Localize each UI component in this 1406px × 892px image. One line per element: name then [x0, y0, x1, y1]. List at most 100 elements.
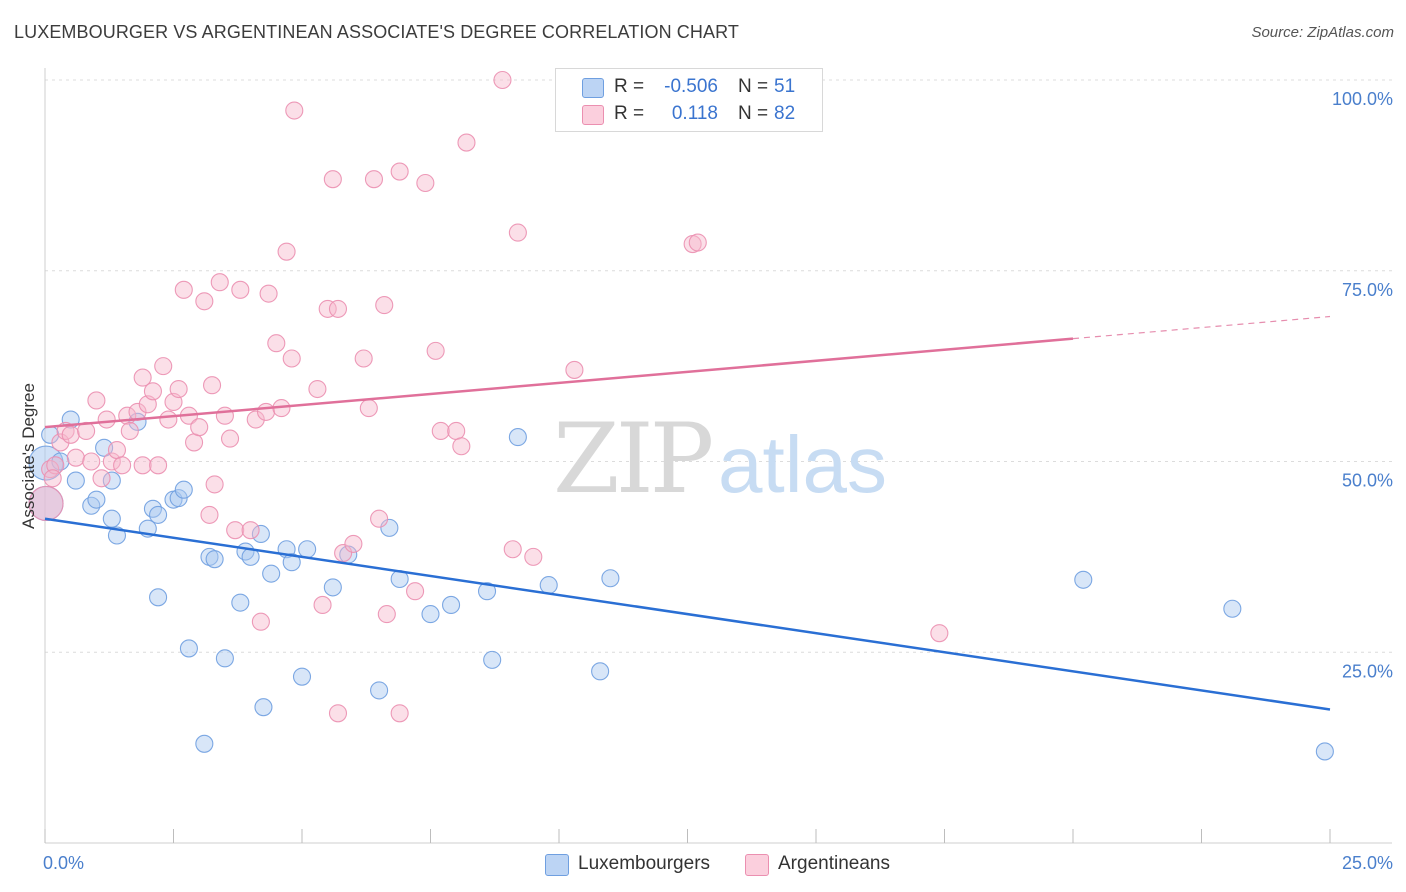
argentinean-point — [113, 456, 132, 475]
chart-title: LUXEMBOURGER VS ARGENTINEAN ASSOCIATE'S … — [14, 22, 739, 42]
argentinean-point — [82, 452, 101, 471]
legend-swatch-blue — [582, 78, 604, 98]
luxembourger-point — [254, 698, 273, 717]
stats-legend: R = -0.506 N = 51 R = 0.118 N = 82 — [555, 68, 823, 132]
argentinean-point — [87, 391, 106, 410]
luxembourger-point — [442, 595, 461, 614]
argentinean-point — [503, 540, 522, 559]
argentinean-point — [431, 421, 450, 441]
luxembourger-point — [128, 412, 147, 431]
luxembourger-point — [179, 639, 198, 658]
argentinean-point — [159, 410, 178, 429]
argentinean-point — [344, 534, 363, 553]
argentinean-point — [277, 242, 296, 261]
argentinean-point — [231, 280, 250, 299]
argentinean-point — [210, 273, 229, 292]
legend-swatch-blue — [545, 854, 569, 876]
legend-row-luxembourgers: R = -0.506 N = 51 — [556, 74, 822, 100]
luxembourger-point — [323, 578, 342, 597]
y-tick-label: 75.0% — [1342, 280, 1393, 300]
luxembourger-point — [292, 667, 312, 686]
legend-swatch-pink — [582, 105, 604, 125]
argentinean-point — [28, 485, 64, 522]
argentinean-point — [416, 173, 435, 193]
argentinean-point — [241, 521, 260, 540]
legend-n-value: 82 — [774, 103, 796, 124]
legend-label: Luxembourgers — [578, 853, 711, 874]
luxembourger-point — [195, 734, 214, 753]
luxembourger-point — [508, 428, 527, 447]
argentinean-trend-line-dashed — [1072, 315, 1331, 340]
argentinean-point — [143, 382, 162, 401]
argentinean-point — [97, 410, 116, 429]
argentinean-point — [43, 469, 62, 488]
argentinean-point — [185, 433, 204, 452]
argentinean-point — [267, 334, 286, 353]
luxembourger-point — [87, 490, 106, 509]
argentinean-point — [66, 448, 85, 467]
argentinean-point — [203, 376, 222, 395]
luxembourger-point — [380, 518, 399, 537]
argentinean-point — [308, 379, 327, 399]
argentinean-point — [154, 357, 173, 376]
y-axis-label: Associate's Degree — [19, 383, 38, 529]
argentinean-point — [195, 292, 214, 311]
argentinean-point — [205, 475, 224, 494]
legend-n-label: N = — [738, 76, 769, 97]
argentinean-point — [354, 349, 373, 368]
argentinean-point — [328, 299, 348, 318]
luxembourger-point — [262, 564, 281, 583]
argentinean-point — [285, 101, 304, 120]
argentinean-point — [61, 425, 80, 444]
argentinean-point — [102, 452, 121, 471]
argentinean-point — [375, 296, 394, 315]
legend-n-value: 51 — [774, 76, 796, 97]
argentinean-point — [149, 456, 168, 475]
argentinean-point — [133, 456, 152, 475]
legend-r-value: -0.506 — [664, 76, 718, 97]
legend-row-argentineans: R = 0.118 N = 82 — [556, 101, 822, 127]
source-credit: Source: ZipAtlas.com — [1251, 24, 1394, 41]
legend-label: Argentineans — [778, 853, 890, 874]
argentinean-point — [92, 469, 111, 488]
argentinean-point — [493, 70, 512, 90]
argentinean-trend-line — [44, 337, 1074, 429]
luxembourger-point — [483, 650, 502, 669]
x-tick-label: 0.0% — [43, 853, 84, 873]
legend-n-label: N = — [738, 103, 769, 124]
argentinean-point — [364, 170, 384, 189]
argentinean-point — [107, 441, 127, 460]
luxembourger-point — [539, 576, 558, 595]
argentinean-point — [282, 349, 301, 368]
legend-r-label: R = — [614, 76, 645, 97]
argentinean-point — [246, 410, 265, 429]
luxembourger-point — [205, 550, 224, 569]
argentinean-point — [323, 170, 342, 189]
legend-r-label: R = — [614, 103, 645, 124]
luxembourger-point — [102, 509, 121, 528]
argentinean-point — [359, 399, 378, 418]
y-tick-label: 100.0% — [1332, 89, 1393, 109]
argentinean-point — [259, 284, 278, 303]
argentinean-point — [215, 406, 234, 425]
luxembourger-point — [215, 649, 234, 668]
argentinean-point — [328, 704, 348, 723]
argentinean-point — [334, 544, 353, 563]
luxembourger-point — [231, 593, 250, 612]
argentinean-point — [930, 624, 949, 643]
luxembourger-point — [251, 524, 270, 544]
argentinean-point — [377, 605, 396, 624]
argentinean-point — [426, 341, 445, 360]
luxembourger-point — [149, 505, 168, 524]
argentinean-point — [370, 509, 389, 528]
argentinean-point — [251, 612, 270, 631]
argentinean-point — [318, 299, 337, 318]
argentinean-point — [508, 223, 527, 242]
legend-swatch-pink — [745, 854, 769, 876]
luxembourger-point — [370, 681, 389, 700]
argentinean-point — [51, 433, 70, 452]
argentinean-point — [452, 437, 471, 456]
watermark-atlas: atlas — [718, 420, 887, 509]
y-tick-label: 25.0% — [1342, 661, 1393, 681]
